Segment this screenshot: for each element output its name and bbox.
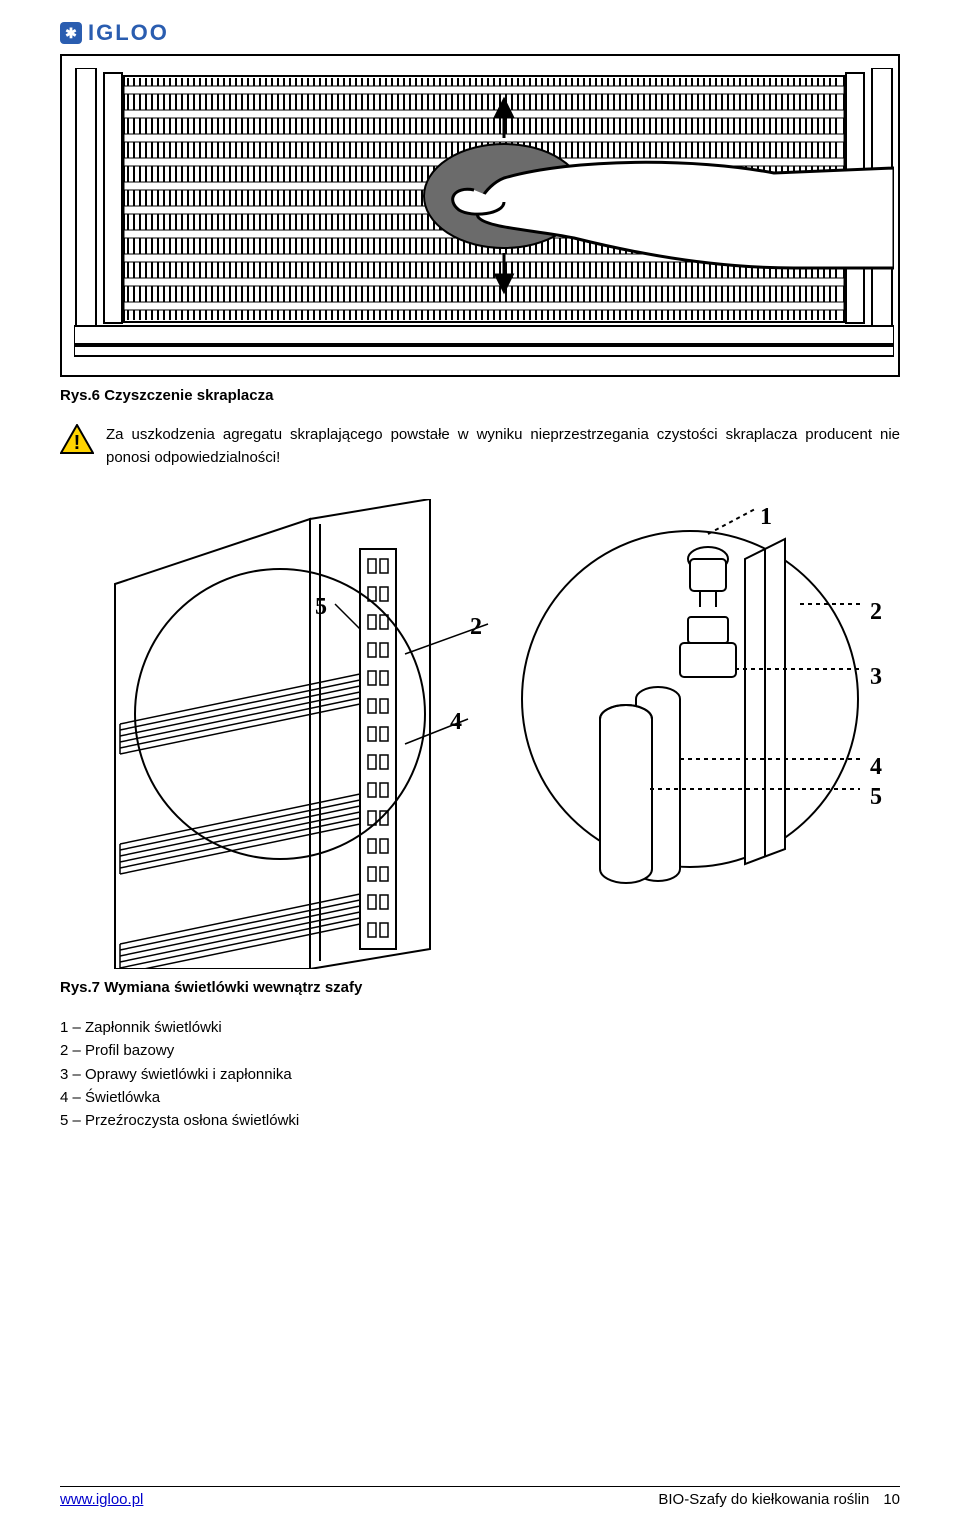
legend-item: 2 – Profil bazowy bbox=[60, 1039, 900, 1062]
page-number: 10 bbox=[883, 1491, 900, 1508]
footer-title: BIO-Szafy do kiełkowania roślin bbox=[658, 1491, 869, 1508]
legend-item: 5 – Przeźroczysta osłona świetlówki bbox=[60, 1109, 900, 1132]
figure-7-legend: 1 – Zapłonnik świetlówki2 – Profil bazow… bbox=[60, 1016, 900, 1132]
callout-number: 3 bbox=[870, 664, 882, 691]
brand-name: IGLOO bbox=[88, 20, 169, 46]
condenser-illustration bbox=[74, 68, 894, 358]
callout-number: 5 bbox=[870, 784, 882, 811]
figure-7-caption: Rys.7 Wymiana świetlówki wewnątrz szafy bbox=[60, 979, 900, 996]
callout-number: 1 bbox=[760, 504, 772, 531]
callout-number: 2 bbox=[470, 614, 482, 641]
figure-6-caption: Rys.6 Czyszczenie skraplacza bbox=[60, 387, 900, 404]
callout-number: 4 bbox=[450, 709, 462, 736]
callout-number: 4 bbox=[870, 754, 882, 781]
callout-number: 2 bbox=[870, 599, 882, 626]
footer-url[interactable]: www.igloo.pl bbox=[60, 1491, 143, 1508]
warning-text: Za uszkodzenia agregatu skraplającego po… bbox=[106, 424, 900, 469]
warning-block: ! Za uszkodzenia agregatu skraplającego … bbox=[60, 424, 900, 469]
warning-icon: ! bbox=[60, 424, 94, 454]
figure-6-condenser-cleaning bbox=[60, 54, 900, 377]
warning-bang: ! bbox=[74, 432, 81, 454]
legend-item: 4 – Świetlówka bbox=[60, 1086, 900, 1109]
snowflake-icon: ✱ bbox=[60, 22, 82, 44]
lamp-illustration bbox=[60, 499, 900, 969]
callout-number: 5 bbox=[315, 594, 327, 621]
brand-logo: ✱ IGLOO bbox=[60, 20, 900, 46]
legend-item: 1 – Zapłonnik świetlówki bbox=[60, 1016, 900, 1039]
figure-7-lamp-replacement: 5 4 2 1 2 3 4 5 bbox=[60, 499, 900, 969]
legend-item: 3 – Oprawy świetlówki i zapłonnika bbox=[60, 1063, 900, 1086]
page-footer: www.igloo.pl BIO-Szafy do kiełkowania ro… bbox=[60, 1486, 900, 1508]
